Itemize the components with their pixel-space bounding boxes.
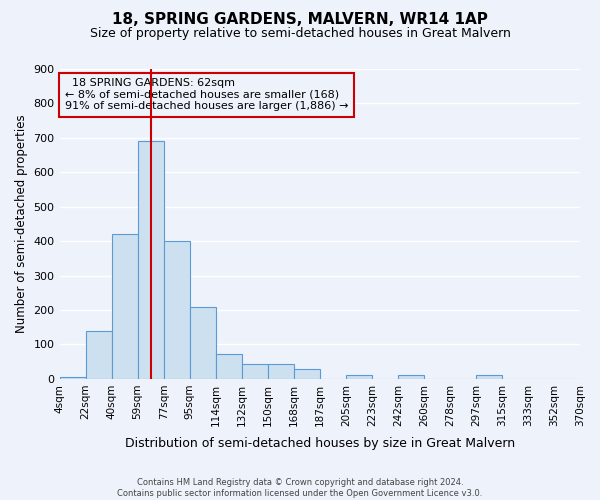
- X-axis label: Distribution of semi-detached houses by size in Great Malvern: Distribution of semi-detached houses by …: [125, 437, 515, 450]
- Bar: [215, 354, 242, 379]
- Bar: [268, 364, 294, 379]
- Bar: [294, 370, 320, 379]
- Text: 18, SPRING GARDENS, MALVERN, WR14 1AP: 18, SPRING GARDENS, MALVERN, WR14 1AP: [112, 12, 488, 28]
- Bar: [476, 375, 502, 379]
- Text: Contains HM Land Registry data © Crown copyright and database right 2024.
Contai: Contains HM Land Registry data © Crown c…: [118, 478, 482, 498]
- Bar: [86, 330, 112, 379]
- Text: 18 SPRING GARDENS: 62sqm
← 8% of semi-detached houses are smaller (168)
91% of s: 18 SPRING GARDENS: 62sqm ← 8% of semi-de…: [65, 78, 348, 112]
- Bar: [190, 308, 215, 379]
- Bar: [346, 375, 372, 379]
- Text: Size of property relative to semi-detached houses in Great Malvern: Size of property relative to semi-detach…: [89, 28, 511, 40]
- Bar: [137, 142, 164, 379]
- Y-axis label: Number of semi-detached properties: Number of semi-detached properties: [15, 114, 28, 334]
- Bar: [398, 375, 424, 379]
- Bar: [164, 241, 190, 379]
- Bar: [112, 234, 137, 379]
- Bar: [242, 364, 268, 379]
- Bar: [59, 377, 86, 379]
